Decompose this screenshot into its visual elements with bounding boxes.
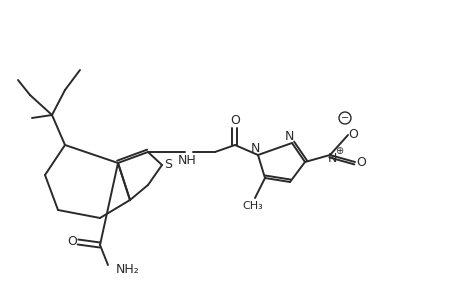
Text: N: N xyxy=(284,130,293,142)
Text: N: N xyxy=(327,152,336,164)
Text: CH₃: CH₃ xyxy=(242,201,263,211)
Text: O: O xyxy=(230,115,240,128)
Text: O: O xyxy=(355,155,365,169)
Text: ⊕: ⊕ xyxy=(334,146,342,156)
Text: −: − xyxy=(340,113,348,123)
Text: NH₂: NH₂ xyxy=(116,263,140,277)
Text: S: S xyxy=(164,158,172,170)
Text: O: O xyxy=(347,128,357,140)
Text: O: O xyxy=(67,236,77,248)
Text: NH: NH xyxy=(177,154,196,166)
Text: N: N xyxy=(250,142,259,154)
